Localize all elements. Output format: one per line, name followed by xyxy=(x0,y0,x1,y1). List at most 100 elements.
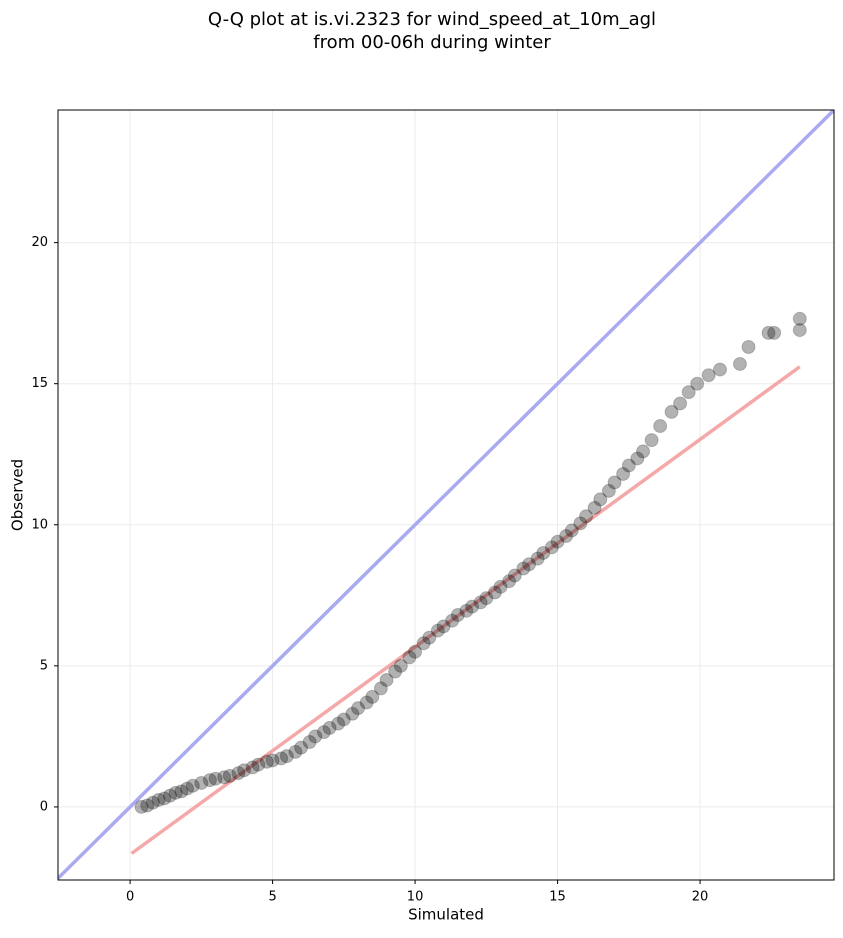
point xyxy=(493,579,508,594)
point xyxy=(653,419,668,434)
x-tick-label: 5 xyxy=(268,890,276,905)
point xyxy=(365,689,380,704)
point xyxy=(607,475,622,490)
point xyxy=(544,540,559,555)
point xyxy=(732,356,747,371)
point xyxy=(308,729,323,744)
point xyxy=(217,770,232,785)
point xyxy=(536,545,551,560)
point xyxy=(630,451,645,466)
point xyxy=(473,595,488,610)
y-axis-label: Observed xyxy=(9,459,27,531)
point xyxy=(168,785,183,800)
point xyxy=(761,325,776,340)
point xyxy=(616,466,631,481)
point xyxy=(373,681,388,696)
point xyxy=(279,749,294,764)
point xyxy=(208,771,223,786)
x-tick-label: 15 xyxy=(549,890,566,905)
reference-line xyxy=(58,110,834,880)
point xyxy=(636,444,651,459)
point xyxy=(767,325,782,340)
point xyxy=(644,433,659,448)
point xyxy=(180,781,195,796)
y-tick-label: 15 xyxy=(31,376,48,391)
x-tick-label: 0 xyxy=(126,890,134,905)
point xyxy=(516,561,531,576)
point xyxy=(134,799,149,814)
point xyxy=(185,778,200,793)
point xyxy=(162,788,177,803)
chart-title: Q-Q plot at is.vi.2323 for wind_speed_at… xyxy=(208,9,656,30)
point xyxy=(231,766,246,781)
point xyxy=(502,574,517,589)
point xyxy=(530,551,545,566)
point xyxy=(336,712,351,727)
point xyxy=(564,523,579,538)
point xyxy=(388,664,403,679)
point xyxy=(345,706,360,721)
point xyxy=(351,701,366,716)
y-tick-label: 10 xyxy=(31,517,48,532)
point xyxy=(393,658,408,673)
point xyxy=(479,591,494,606)
point xyxy=(251,757,266,772)
point xyxy=(445,613,460,628)
point xyxy=(550,534,565,549)
point xyxy=(416,636,431,651)
point xyxy=(274,751,289,766)
point xyxy=(259,754,274,769)
point xyxy=(792,311,807,326)
point xyxy=(288,744,303,759)
point xyxy=(573,516,588,531)
point xyxy=(151,792,166,807)
point xyxy=(792,323,807,338)
point xyxy=(681,385,696,400)
plot xyxy=(58,110,834,880)
point xyxy=(157,791,172,806)
point xyxy=(559,529,574,544)
point xyxy=(174,784,189,799)
x-axis-label: Simulated xyxy=(408,906,484,924)
point xyxy=(430,623,445,638)
point xyxy=(422,630,437,645)
point xyxy=(593,492,608,507)
point xyxy=(245,760,260,775)
y-tick-label: 5 xyxy=(40,658,48,673)
point xyxy=(487,585,502,600)
point xyxy=(265,753,280,768)
point xyxy=(741,340,756,355)
point xyxy=(140,798,155,813)
point xyxy=(673,396,688,411)
point xyxy=(145,795,160,810)
point xyxy=(601,483,616,498)
point xyxy=(237,763,252,778)
point xyxy=(222,768,237,783)
point xyxy=(294,740,309,755)
point xyxy=(359,695,374,710)
x-tick-label: 10 xyxy=(407,890,424,905)
point xyxy=(507,568,522,583)
point xyxy=(450,608,465,623)
chart-subtitle: from 00-06h during winter xyxy=(313,32,551,53)
point xyxy=(194,775,209,790)
point xyxy=(701,368,716,383)
point xyxy=(316,725,331,740)
reference-line xyxy=(130,365,801,855)
plot-frame xyxy=(57,109,835,881)
point xyxy=(690,376,705,391)
point xyxy=(322,720,337,735)
point xyxy=(522,557,537,572)
point xyxy=(402,650,417,665)
point xyxy=(408,644,423,659)
point xyxy=(379,672,394,687)
point xyxy=(579,509,594,524)
y-tick-label: 20 xyxy=(31,235,48,250)
y-tick-label: 0 xyxy=(40,799,48,814)
point xyxy=(713,362,728,377)
point xyxy=(621,458,636,473)
point xyxy=(302,735,317,750)
point xyxy=(459,603,474,618)
point xyxy=(331,716,346,731)
